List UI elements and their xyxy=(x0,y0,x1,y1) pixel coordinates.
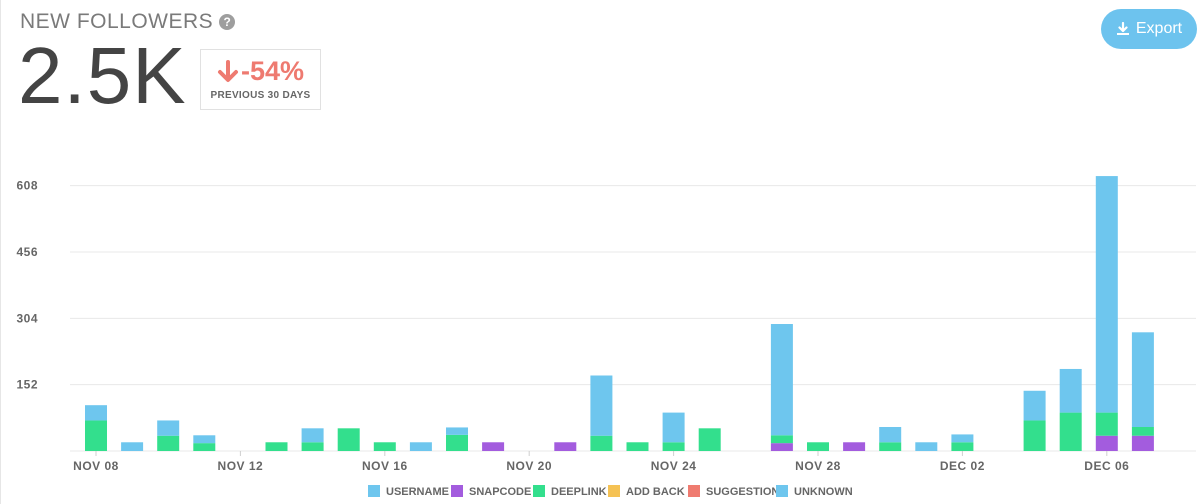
bar-segment-unknown xyxy=(446,427,468,435)
bar-segment-deeplink xyxy=(157,435,180,451)
x-tick-label: NOV 12 xyxy=(218,459,264,473)
legend-swatch-add_back xyxy=(608,485,620,497)
x-tick-label: NOV 08 xyxy=(73,459,119,473)
bar-segment-unknown xyxy=(409,442,432,451)
export-label: Export xyxy=(1135,20,1183,37)
followers-total: 2.5K xyxy=(18,31,187,120)
bar-segment-unknown xyxy=(951,434,974,443)
bar-segment-deeplink xyxy=(1023,420,1046,451)
legend-swatch-suggestion xyxy=(688,485,700,497)
bar-segment-snapcode xyxy=(1095,435,1118,451)
bar-segment-snapcode xyxy=(1131,435,1154,451)
bar-segment-unknown xyxy=(193,435,216,444)
bar-segment-unknown xyxy=(157,420,180,436)
title-row: NEW FOLLOWERS ? xyxy=(20,10,236,34)
bar-segment-deeplink xyxy=(193,443,216,451)
legend-label-username: USERNAME xyxy=(386,486,449,498)
bars-layer xyxy=(85,176,1154,451)
bar-segment-deeplink xyxy=(590,435,613,451)
bar-segment-deeplink xyxy=(301,442,324,451)
arrow-down-icon xyxy=(217,59,238,82)
bar-segment-unknown xyxy=(915,442,938,451)
legend-swatch-snapcode xyxy=(451,485,463,497)
help-icon[interactable]: ? xyxy=(219,14,236,30)
y-tick-label: 304 xyxy=(16,311,38,325)
page-title: NEW FOLLOWERS xyxy=(20,10,214,33)
change-badge: -54% PREVIOUS 30 DAYS xyxy=(200,49,321,110)
bar-segment-deeplink xyxy=(698,428,721,451)
bar-segment-unknown xyxy=(1131,332,1154,427)
legend-swatch-username xyxy=(368,485,380,497)
bar-segment-unknown xyxy=(662,412,685,443)
y-tick-label: 608 xyxy=(16,179,38,193)
x-tick-label: NOV 16 xyxy=(362,459,408,473)
bar-segment-deeplink xyxy=(626,442,649,451)
bar-segment-unknown xyxy=(85,405,107,421)
bar-segment-deeplink xyxy=(446,434,468,451)
bar-segment-deeplink xyxy=(1131,426,1154,436)
bar-segment-unknown xyxy=(1059,368,1082,413)
bar-segment-unknown xyxy=(590,375,613,436)
change-period-label: PREVIOUS 30 DAYS xyxy=(210,90,311,101)
bar-segment-deeplink xyxy=(1095,412,1118,436)
legend-swatch-deeplink xyxy=(533,485,545,497)
bar-segment-deeplink xyxy=(85,420,107,451)
x-tick-label: NOV 28 xyxy=(795,459,841,473)
change-value: -54% xyxy=(240,56,305,86)
legend: USERNAME SNAPCODE DEEPLINK ADD BACK SUGGESTI… xyxy=(368,485,853,498)
legend-label-unknown: UNKNOWN xyxy=(794,486,853,498)
bar-segment-unknown xyxy=(301,428,324,443)
legend-swatch-unknown xyxy=(776,485,788,497)
grid-layer: 152 304 456 608 xyxy=(16,179,1196,452)
x-tick-label: DEC 02 xyxy=(940,459,985,473)
bar-segment-deeplink xyxy=(265,442,288,451)
bar-segment-deeplink xyxy=(337,428,360,451)
bar-segment-unknown xyxy=(879,426,902,443)
legend-label-snapcode: SNAPCODE xyxy=(469,486,531,498)
bar-segment-deeplink xyxy=(770,435,793,444)
bar-segment-deeplink xyxy=(951,442,974,451)
bar-segment-unknown xyxy=(770,324,793,436)
x-tick-label: NOV 20 xyxy=(506,459,552,473)
bar-segment-deeplink xyxy=(879,442,902,451)
legend-label-add_back: ADD BACK xyxy=(626,486,685,498)
x-tick-label: DEC 06 xyxy=(1084,459,1129,473)
y-tick-label: 152 xyxy=(16,378,38,392)
bar-segment-deeplink xyxy=(662,442,685,451)
legend-label-suggestion: SUGGESTION xyxy=(706,486,779,498)
x-axis: NOV 08 NOV 12 NOV 16 NOV 20 NOV 24 NOV 28 DEC … xyxy=(73,451,1129,473)
bar-segment-unknown xyxy=(1095,176,1118,413)
bar-segment-unknown xyxy=(121,442,144,451)
legend-label-deeplink: DEEPLINK xyxy=(551,486,607,498)
bar-segment-deeplink xyxy=(807,442,829,451)
bar-segment-deeplink xyxy=(373,442,396,451)
export-button[interactable]: Export xyxy=(1101,9,1197,49)
bar-segment-snapcode xyxy=(770,443,793,451)
bar-segment-unknown xyxy=(1023,390,1046,421)
bar-segment-snapcode xyxy=(843,442,866,451)
download-icon xyxy=(1116,22,1129,35)
x-tick-label: NOV 24 xyxy=(651,459,697,473)
change-value-row: -54% xyxy=(201,56,320,87)
y-tick-label: 456 xyxy=(16,245,38,259)
panel-left-border xyxy=(0,0,1,504)
bar-segment-snapcode xyxy=(554,442,577,451)
bar-segment-deeplink xyxy=(1059,412,1082,451)
bar-segment-snapcode xyxy=(482,442,505,451)
